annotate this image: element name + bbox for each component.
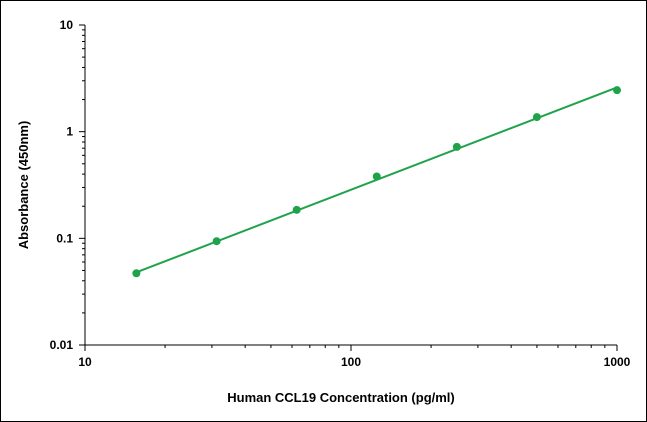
data-point (532, 113, 541, 122)
y-tick-label: 10 (60, 18, 74, 32)
data-point (372, 172, 381, 181)
points-group (132, 86, 621, 278)
data-point (452, 142, 461, 151)
data-point (613, 86, 621, 95)
axes (84, 25, 617, 346)
data-point (132, 269, 141, 278)
y-axis-title: Absorbance (450nm) (16, 121, 31, 250)
tick-labels: 0.01 0.1 1 10 10 100 1000 (50, 18, 631, 369)
x-tick-label: 10 (78, 355, 92, 369)
y-tick-label: 0.1 (56, 231, 73, 245)
y-tick-label: 1 (66, 125, 73, 139)
ticks (79, 24, 618, 351)
data-point (292, 205, 301, 214)
x-tick-label: 100 (341, 355, 361, 369)
x-tick-label: 1000 (604, 355, 631, 369)
data-point (212, 237, 221, 246)
y-tick-label: 0.01 (50, 338, 74, 352)
x-axis-title: Human CCL19 Concentration (pg/ml) (227, 390, 455, 405)
